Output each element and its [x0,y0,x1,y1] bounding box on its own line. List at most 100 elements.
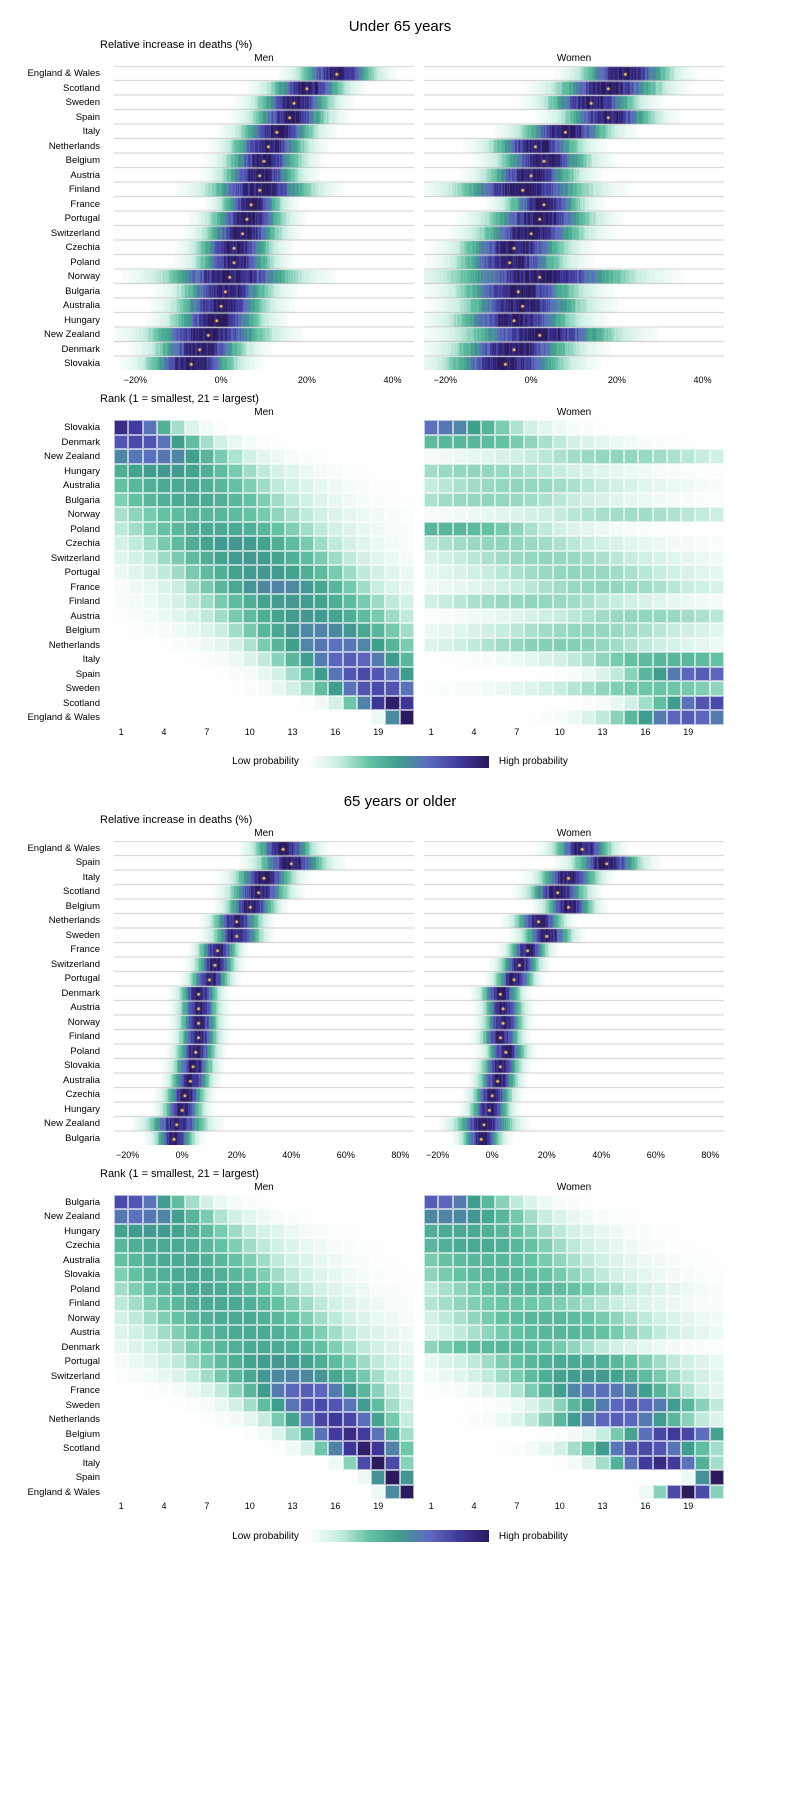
country-label: Hungary [10,314,100,329]
ridge-title: Relative increase in deaths (%) [100,39,790,51]
panel-label: Men [114,407,414,418]
country-label: Sweden [10,929,100,944]
ridge-title: Relative increase in deaths (%) [100,814,790,826]
country-label: Australia [10,1074,100,1089]
heatmap-title: Rank (1 = smallest, 21 = largest) [100,1168,790,1180]
heatmap-grid [424,1195,724,1500]
country-label: Austria [10,610,100,625]
heatmap-y-labels: BulgariaNew ZealandHungaryCzechiaAustral… [10,1182,104,1516]
legend-low-label: Low probability [232,756,299,767]
country-label: Italy [10,653,100,668]
country-label: Hungary [10,465,100,480]
color-legend: Low probability High probability [10,756,790,768]
country-label: Czechia [10,537,100,552]
x-axis: −20%0%20%40% [424,373,724,389]
country-label: Bulgaria [10,1196,100,1211]
country-label: Italy [10,1457,100,1472]
country-label: Sweden [10,682,100,697]
x-axis: −20%0%20%40%60%80% [114,1148,414,1164]
legend-low-label: Low probability [232,1531,299,1542]
country-label: England & Wales [10,711,100,726]
ridge-y-labels: England & WalesScotlandSwedenSpainItalyN… [10,53,104,389]
country-label: Norway [10,1016,100,1031]
country-label: Sweden [10,96,100,111]
panel-label: Men [114,1182,414,1193]
country-label: Switzerland [10,1370,100,1385]
legend-high-label: High probability [499,1531,568,1542]
panel-label: Women [424,828,724,839]
country-label: Bulgaria [10,1132,100,1147]
heatmap-grid [114,420,414,725]
panel-label: Women [424,407,724,418]
country-label: Australia [10,479,100,494]
country-label: Austria [10,1326,100,1341]
country-label: Belgium [10,624,100,639]
heatmap-grid [424,420,724,725]
country-label: Switzerland [10,227,100,242]
country-label: Spain [10,856,100,871]
country-label: Poland [10,1045,100,1060]
country-label: Finland [10,1030,100,1045]
country-label: Hungary [10,1103,100,1118]
country-label: Poland [10,1283,100,1298]
heatmap-y-labels: SlovakiaDenmarkNew ZealandHungaryAustral… [10,407,104,741]
age-group-title: 65 years or older [10,793,790,810]
legend-high-label: High probability [499,756,568,767]
legend-gradient [309,1530,489,1542]
country-label: Bulgaria [10,285,100,300]
country-label: New Zealand [10,450,100,465]
ridge-y-labels: England & WalesSpainItalyScotlandBelgium… [10,828,104,1164]
country-label: Czechia [10,241,100,256]
country-label: Sweden [10,1399,100,1414]
country-label: Portugal [10,212,100,227]
x-axis: 14710131619 [114,1499,414,1515]
panel-label: Women [424,53,724,64]
country-label: Scotland [10,885,100,900]
x-axis: −20%0%20%40% [114,373,414,389]
country-label: Slovakia [10,421,100,436]
country-label: Italy [10,871,100,886]
country-label: Slovakia [10,1059,100,1074]
country-label: Scotland [10,82,100,97]
ridge-canvas [114,66,414,370]
country-label: Czechia [10,1088,100,1103]
legend-gradient [309,756,489,768]
country-label: New Zealand [10,328,100,343]
country-label: Portugal [10,566,100,581]
country-label: Austria [10,169,100,184]
country-label: Denmark [10,1341,100,1356]
country-label: Finland [10,595,100,610]
country-label: England & Wales [10,842,100,857]
country-label: Spain [10,668,100,683]
country-label: Netherlands [10,140,100,155]
country-label: Spain [10,111,100,126]
country-label: Portugal [10,972,100,987]
country-label: Switzerland [10,552,100,567]
country-label: Australia [10,1254,100,1269]
country-label: Norway [10,270,100,285]
x-axis: 14710131619 [424,725,724,741]
heatmap-grid [114,1195,414,1500]
country-label: France [10,943,100,958]
country-label: France [10,198,100,213]
country-label: Belgium [10,1428,100,1443]
country-label: Portugal [10,1355,100,1370]
country-label: England & Wales [10,67,100,82]
country-label: Finland [10,1297,100,1312]
country-label: New Zealand [10,1210,100,1225]
ridge-canvas [424,841,724,1145]
country-label: France [10,581,100,596]
heatmap-title: Rank (1 = smallest, 21 = largest) [100,393,790,405]
country-label: Netherlands [10,1413,100,1428]
country-label: Denmark [10,436,100,451]
country-label: Hungary [10,1225,100,1240]
country-label: Denmark [10,987,100,1002]
country-label: Austria [10,1001,100,1016]
country-label: Bulgaria [10,494,100,509]
ridge-canvas [424,66,724,370]
panel-label: Men [114,828,414,839]
country-label: Finland [10,183,100,198]
country-label: Slovakia [10,1268,100,1283]
panel-label: Women [424,1182,724,1193]
x-axis: 14710131619 [424,1499,724,1515]
